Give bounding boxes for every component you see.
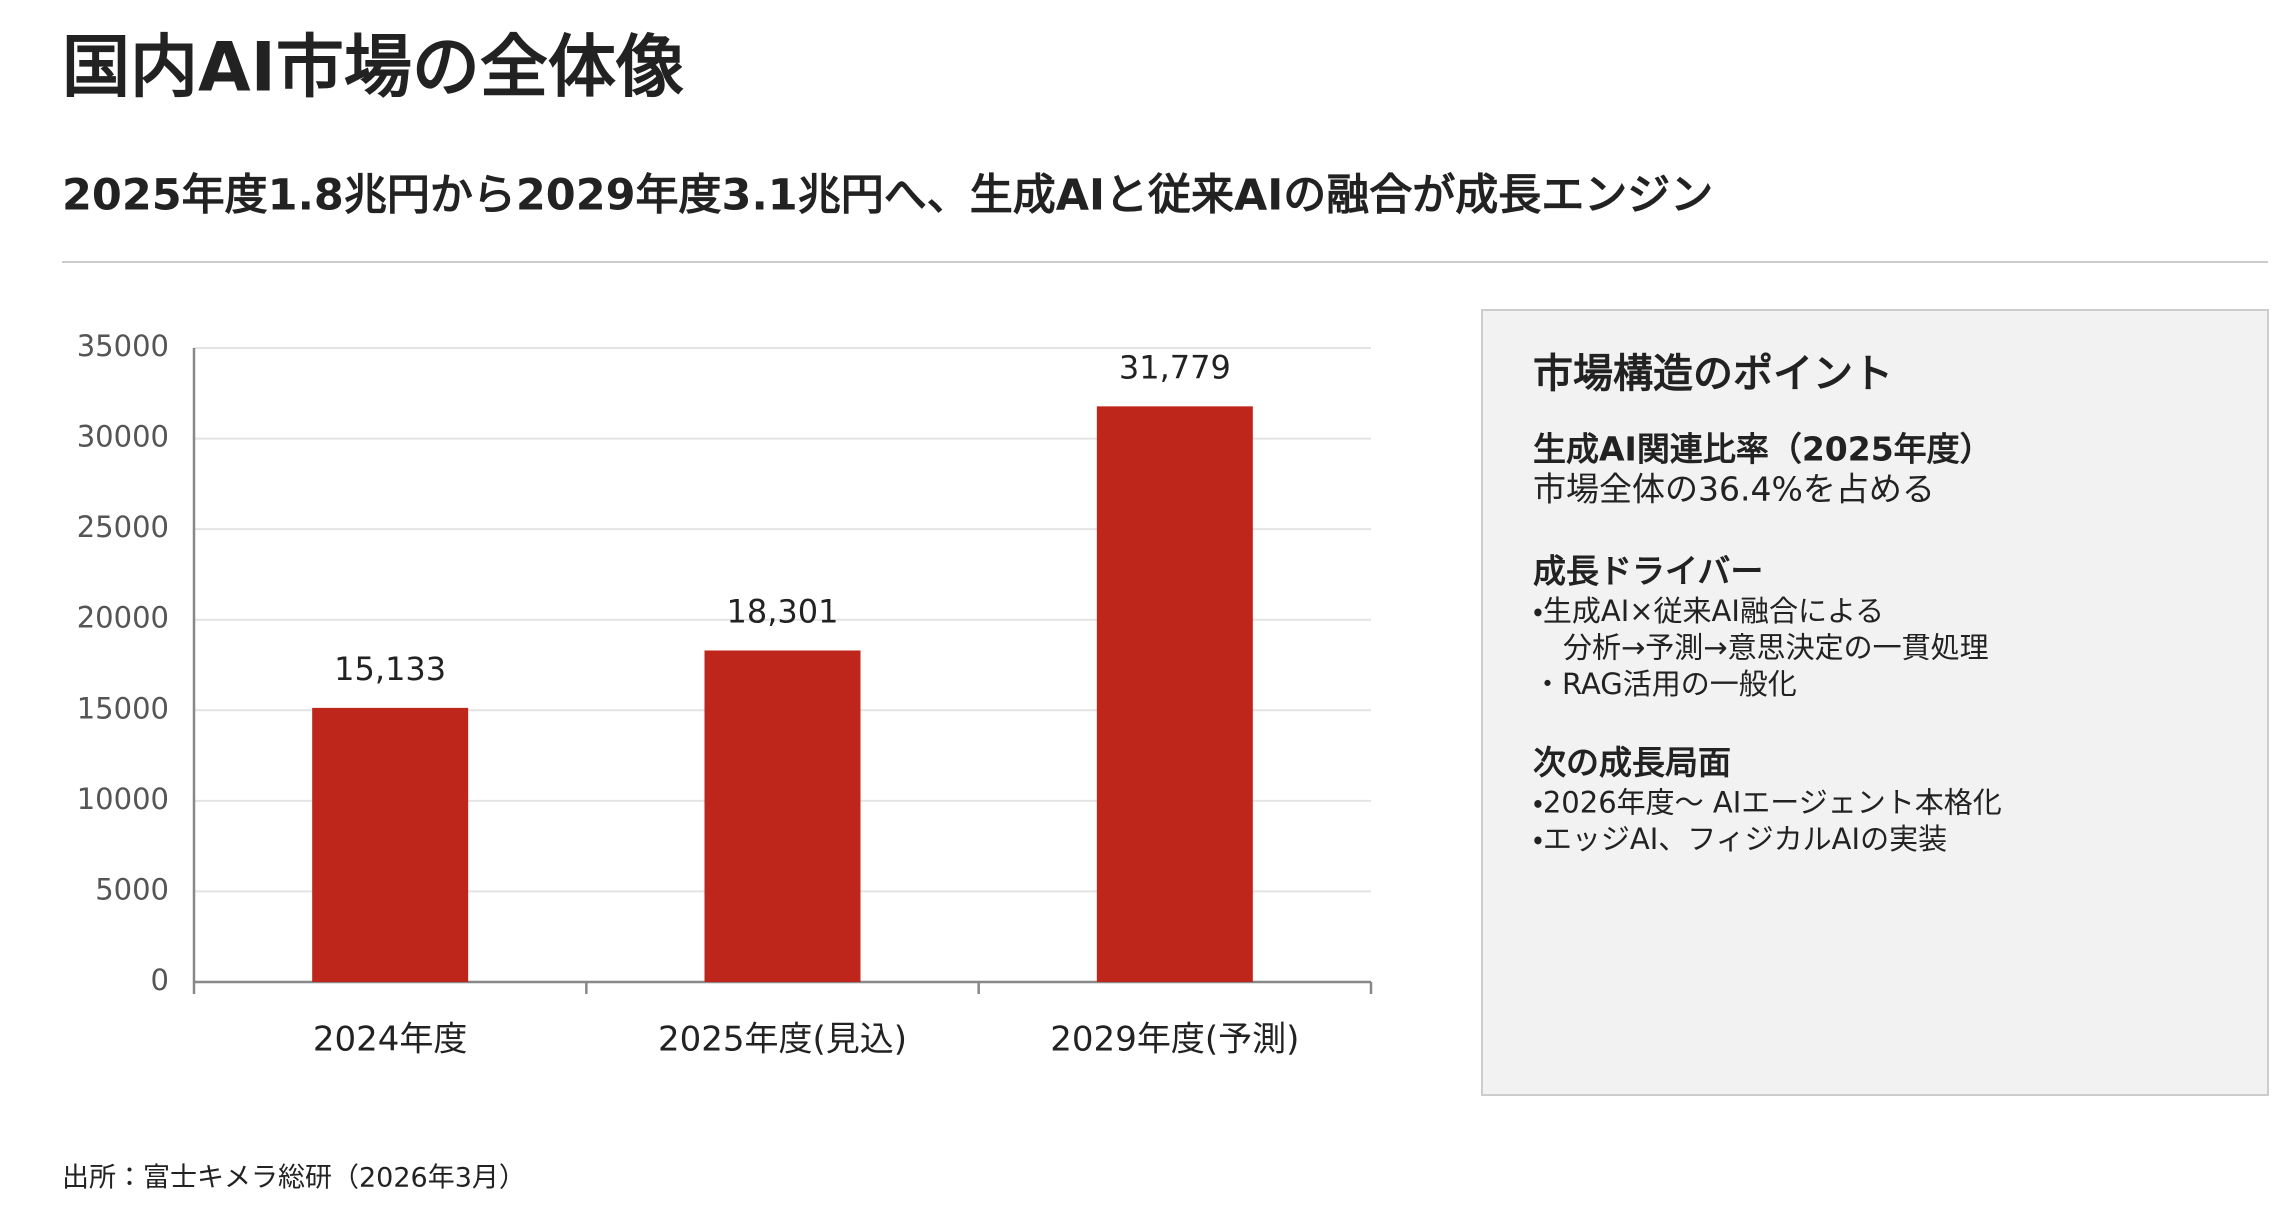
y-tick-label: 5000: [95, 872, 169, 906]
section-line: ・エッジAI、フィジカルAIの実装: [1533, 822, 1947, 856]
y-tick-label: 30000: [77, 420, 169, 454]
y-tick-label: 20000: [77, 601, 169, 635]
bar: [1096, 406, 1253, 983]
y-tick-label: 10000: [77, 782, 169, 816]
section-line: 市場全体の36.4%を占める: [1533, 470, 1935, 509]
section-line: ・RAG活用の一般化: [1533, 667, 1797, 701]
source: 出所：富士キメラ総研（2026年3月）: [62, 1163, 526, 1194]
panel-title: 市場構造のポイント: [1533, 351, 1893, 397]
x-tick-label: 2029年度(予測): [1050, 1020, 1299, 1060]
title: 国内AI市場の全体像: [62, 29, 684, 108]
subtitle: 2025年度1.8兆円から2029年度3.1兆円へ、生成AIと従来AIの融合が成…: [62, 171, 1713, 221]
y-tick-label: 0: [151, 963, 169, 997]
value-label: 31,779: [1119, 348, 1231, 386]
section-heading: 成長ドライバー: [1533, 552, 1763, 591]
panel: [1481, 309, 2269, 1096]
section-heading: 生成AI関連比率（2025年度）: [1533, 430, 1993, 469]
y-tick-label: 35000: [77, 329, 169, 363]
section-line: 分析→予測→意思決定の一貫処理: [1563, 631, 1989, 665]
y-tick-label: 15000: [77, 691, 169, 725]
x-tick-label: 2025年度(見込): [658, 1020, 907, 1060]
section-heading: 次の成長局面: [1533, 743, 1731, 782]
bar: [704, 650, 861, 982]
section-line: ・生成AI×従来AI融合による: [1533, 594, 1884, 628]
chart: 0 5000 10000 15000 20000 25000 30000 35000 2024年…: [77, 329, 1373, 1060]
panel-body: 生成AI関連比率（2025年度）市場全体の36.4%を占める成長ドライバー・生成…: [1533, 430, 2002, 857]
bar: [312, 707, 469, 982]
x-tick-label: 2024年度: [313, 1020, 468, 1060]
section-line: ・2026年度〜 AIエージェント本格化: [1533, 786, 2002, 820]
value-label: 18,301: [727, 592, 839, 630]
y-tick-label: 25000: [77, 510, 169, 544]
value-label: 15,133: [334, 650, 446, 688]
